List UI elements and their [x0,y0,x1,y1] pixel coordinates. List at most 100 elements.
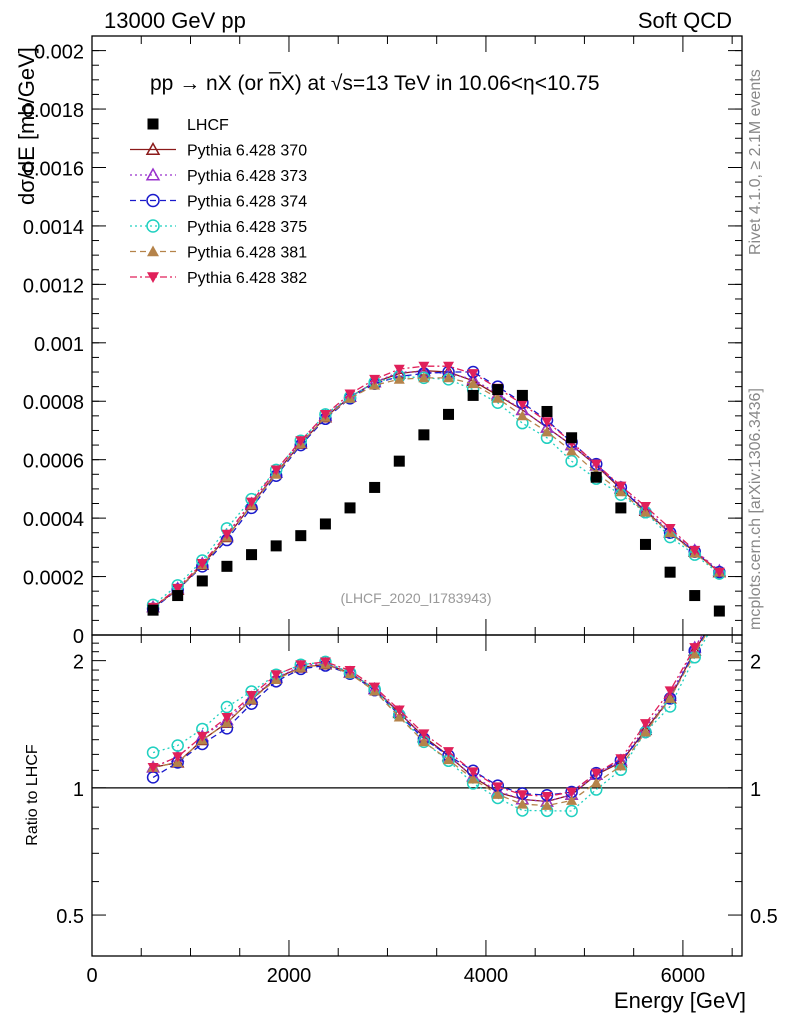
y-tick-label: 0.0018 [23,100,84,122]
series-4-ratio-point [565,804,578,818]
series-0-point [615,502,627,514]
series-6-ratio-point [418,729,430,740]
legend-label-0: LHCF [187,117,229,134]
series-6-ratio-point [369,682,381,693]
series-0-point [443,408,455,420]
series-4-ratio-point [171,739,184,752]
series-5-point [443,372,455,383]
series-6-ratio-point [492,782,504,793]
series-6-ratio-point [615,754,627,765]
series-6-ratio-point [566,787,578,798]
series-0-point [418,429,430,441]
series-5-ratio-point [590,777,602,788]
series-6-ratio-point [270,670,282,681]
series-6-line [152,365,720,608]
x-tick-label: 0 [86,965,97,987]
series-5-line [152,377,720,608]
series-5-ratio-point [615,760,627,771]
series-6-ratio-point [295,660,307,671]
series-5-ratio-point [443,754,455,765]
series-0-point [344,502,356,514]
legend-label-4: Pythia 6.428 375 [187,219,307,236]
series-6-ratio-point [344,665,356,676]
ratio-y-tick-label-right: 2 [750,652,761,674]
series-0-point [639,538,651,550]
series-6-ratio-point [196,731,208,742]
rivet-label: Rivet 4.1.0, ≥ 2.1M events [747,69,764,255]
series-6-ratio-point [590,768,602,779]
y-axis-label: dσ/dE [mb/GeV] [14,47,39,205]
series-6-ratio-point [246,691,258,701]
series-6-point [689,545,701,556]
series-3-ratio-point [146,771,160,784]
legend-marker-5 [147,245,159,257]
legend-label-1: Pythia 6.428 370 [187,143,307,160]
ratio-y-tick-label-right: 1 [750,779,761,801]
ratio-y-axis-label: Ratio to LHCF [24,744,41,846]
series-6-point [319,409,331,420]
series-4-ratio-point [146,746,160,759]
series-6-ratio-point [639,719,651,730]
series-6-ratio-point [172,752,184,763]
series-0-point [246,549,258,561]
series-5-point [516,410,528,421]
series-5-ratio-point [566,795,578,805]
y-tick-label: 0.0004 [23,509,84,531]
series-6-ratio-point [443,747,455,758]
series-0-point [664,566,676,578]
x-tick-label: 6000 [661,965,706,987]
series-0-point [689,590,701,602]
series-6-point [196,559,208,569]
series-0-point [295,530,307,542]
series-6-point [443,361,455,372]
series-4-ratio-point [220,700,234,714]
series-0-point [516,389,528,401]
series-6-ratio-line [152,635,704,798]
y-tick-label: 0.0008 [23,392,84,414]
x-axis-label: Energy [GeV] [614,988,746,1013]
series-5-ratio-point [393,711,405,722]
series-6-point [393,364,405,375]
header-right: Soft QCD [638,8,732,33]
series-5-ratio-point [664,692,676,703]
analysis-id: (LHCF_2020_I1783943) [341,590,492,606]
series-0-point [467,389,479,401]
y-tick-label: 0.0012 [23,275,84,297]
series-5-ratio-point [467,773,479,784]
series-0-point [196,575,208,587]
ratio-y-tick-label-right: 0.5 [750,906,778,928]
series-6-point [295,436,307,447]
series-6-point [615,481,627,492]
series-6-point [221,529,233,540]
series-6-point [590,459,602,470]
series-6-ratio-point [516,790,528,801]
series-0-point [590,471,602,483]
mcplots-label: mcplots.cern.ch [arXiv:1306.3436] [747,388,764,630]
series-5-point [418,372,430,383]
series-6-ratio-point [541,792,553,802]
legend-marker-4 [146,219,160,233]
series-5-ratio-point [639,726,651,737]
legend-label-3: Pythia 6.428 374 [187,194,307,211]
series-6-ratio-point [221,712,233,723]
ratio-y-tick-label: 1 [73,779,84,801]
y-tick-label: 0.0006 [23,451,84,473]
series-5-point [566,445,578,456]
series-6-point [639,502,651,512]
series-5-ratio-point [541,799,553,810]
series-0-point [369,481,381,493]
series-6-point [516,399,528,410]
y-tick-label: 0.002 [34,42,84,64]
y-tick-label: 0.0016 [23,158,84,180]
y-tick-label: 0.0002 [23,568,84,590]
series-0-point [147,604,159,616]
series-6-ratio-point [467,767,479,778]
series-0-point [492,384,504,396]
series-0-point [393,455,405,467]
legend-marker-2 [145,167,161,181]
ratio-frame [91,634,743,957]
y-tick-label: 0.001 [34,334,84,356]
series-6-point [344,389,356,400]
ratio-y-tick-label: 2 [73,652,84,674]
